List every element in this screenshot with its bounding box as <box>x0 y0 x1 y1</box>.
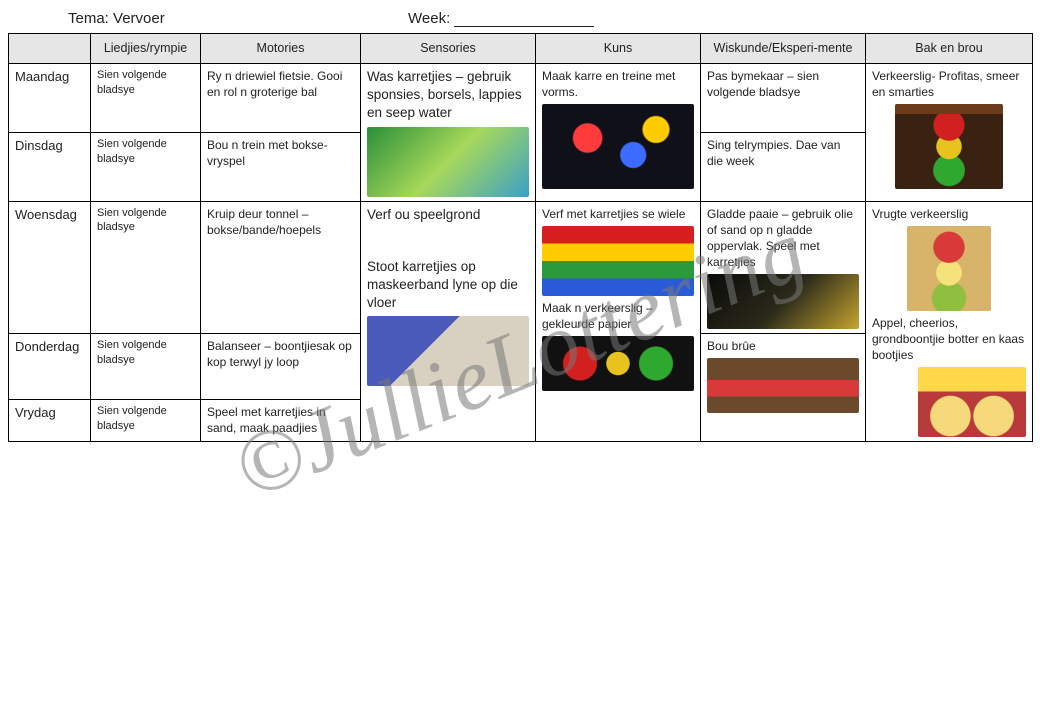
motories-dinsdag: Bou n trein met bokse-vryspel <box>201 132 361 201</box>
bak-block23: Vrugte verkeerslig Appel, cheerios, gron… <box>866 201 1033 442</box>
photo-oil-road <box>707 274 859 329</box>
kuns-block2b-text: Maak n verkeerslig – gekleurde papier <box>542 300 694 332</box>
bak-block1-text: Verkeerslig- Profitas, smeer en smarties <box>872 68 1026 100</box>
week-blank-line <box>454 13 594 27</box>
wiskunde-dondervry: Bou brûe <box>701 334 866 442</box>
liedjies-vrydag: Sien volgende bladsye <box>91 400 201 442</box>
photo-wheel-paint <box>542 226 694 296</box>
bak-block1: Verkeerslig- Profitas, smeer en smarties <box>866 63 1033 201</box>
bak-block3-text: Appel, cheerios, grondboontjie botter en… <box>872 315 1026 364</box>
col-liedjies: Liedjies/rympie <box>91 34 201 64</box>
page-header: Tema: Vervoer Week: <box>8 8 1032 33</box>
tema-field: Tema: Vervoer <box>68 10 408 27</box>
sensories-block1: Was karretjies – gebruik sponsies, borse… <box>361 63 536 201</box>
col-motories: Motories <box>201 34 361 64</box>
liedjies-donderdag: Sien volgende bladsye <box>91 334 201 400</box>
day-maandag: Maandag <box>9 63 91 132</box>
tema-label: Tema: <box>68 10 109 27</box>
bak-block2-text: Vrugte verkeerslig <box>872 206 1026 222</box>
week-field: Week: <box>408 10 594 27</box>
col-bak: Bak en brou <box>866 34 1033 64</box>
col-sensories: Sensories <box>361 34 536 64</box>
liedjies-woensdag: Sien volgende bladsye <box>91 201 201 334</box>
photo-sponges <box>367 127 529 197</box>
wiskunde-dondervry-text: Bou brûe <box>707 338 859 354</box>
table-row: Woensdag Sien volgende bladsye Kruip deu… <box>9 201 1033 334</box>
table-row: Maandag Sien volgende bladsye Ry n driew… <box>9 63 1033 132</box>
photo-paper-trafficlight <box>542 336 694 391</box>
col-kuns: Kuns <box>536 34 701 64</box>
day-dinsdag: Dinsdag <box>9 132 91 201</box>
photo-cheese-boats <box>918 367 1026 437</box>
sensories-block2: Verf ou speelgrond Stoot karretjies op m… <box>361 201 536 442</box>
wiskunde-woensdag-text: Gladde paaie – gebruik olie of sand op n… <box>707 206 859 271</box>
kuns-block2a-text: Verf met karretjies se wiele <box>542 206 694 222</box>
motories-maandag: Ry n driewiel fietsie. Gooi en rol n gro… <box>201 63 361 132</box>
week-label: Week: <box>408 10 450 27</box>
motories-donderdag: Balanseer – boontjiesak op kop terwyl jy… <box>201 334 361 400</box>
col-wiskunde: Wiskunde/Eksperi-mente <box>701 34 866 64</box>
planner-table: Liedjies/rympie Motories Sensories Kuns … <box>8 33 1033 442</box>
kuns-block1: Maak karre en treine met vorms. <box>536 63 701 201</box>
sensories-block1-text: Was karretjies – gebruik sponsies, borse… <box>367 68 529 123</box>
photo-fruit-trafficlight <box>907 226 992 311</box>
day-woensdag: Woensdag <box>9 201 91 334</box>
wiskunde-dinsdag: Sing telrympies. Dae van die week <box>701 132 866 201</box>
photo-traffic-snack <box>895 104 1003 189</box>
table-header-row: Liedjies/rympie Motories Sensories Kuns … <box>9 34 1033 64</box>
kuns-block1-text: Maak karre en treine met vorms. <box>542 68 694 100</box>
day-donderdag: Donderdag <box>9 334 91 400</box>
liedjies-maandag: Sien volgende bladsye <box>91 63 201 132</box>
photo-tape-floor <box>367 316 529 386</box>
wiskunde-maandag: Pas bymekaar – sien volgende bladsye <box>701 63 866 132</box>
sensories-block2a-text: Verf ou speelgrond <box>367 206 529 224</box>
photo-shape-crafts <box>542 104 694 189</box>
kuns-block2: Verf met karretjies se wiele Maak n verk… <box>536 201 701 442</box>
day-vrydag: Vrydag <box>9 400 91 442</box>
motories-woensdag: Kruip deur tonnel – bokse/bande/hoepels <box>201 201 361 334</box>
motories-vrydag: Speel met karretjies in sand, maak paadj… <box>201 400 361 442</box>
liedjies-dinsdag: Sien volgende bladsye <box>91 132 201 201</box>
sensories-block2b-text: Stoot karretjies op maskeerband lyne op … <box>367 258 529 313</box>
wiskunde-woensdag: Gladde paaie – gebruik olie of sand op n… <box>701 201 866 334</box>
photo-bridge <box>707 358 859 413</box>
col-blank <box>9 34 91 64</box>
tema-value: Vervoer <box>113 10 165 27</box>
